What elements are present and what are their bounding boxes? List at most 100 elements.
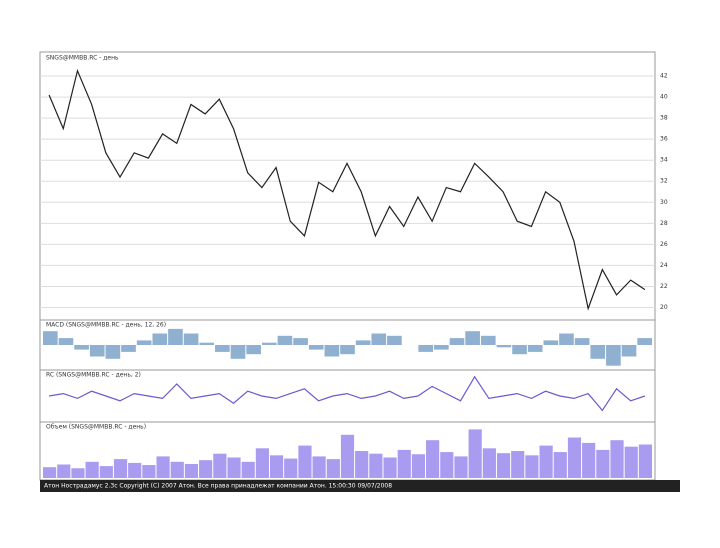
bar — [606, 345, 621, 366]
bar — [355, 451, 369, 478]
bar — [136, 340, 152, 345]
bar — [610, 440, 624, 478]
bar — [574, 338, 590, 345]
y-tick-label: 36 — [660, 136, 668, 143]
panel-title: SNGS@MMBB.RC - день — [46, 55, 119, 62]
bar — [85, 461, 99, 478]
bar — [480, 335, 496, 345]
y-tick-label: 28 — [660, 220, 668, 227]
bar — [340, 345, 355, 355]
bar — [170, 461, 184, 478]
bar — [326, 459, 340, 478]
y-tick-label: 42 — [660, 73, 668, 80]
bar — [121, 345, 136, 352]
bar — [340, 434, 355, 478]
bar — [511, 451, 525, 478]
y-tick-label: 20 — [660, 304, 668, 311]
bar — [183, 333, 199, 345]
bar — [58, 338, 74, 345]
bar — [397, 449, 411, 478]
bar — [215, 345, 230, 352]
bar — [308, 345, 324, 350]
bar — [426, 440, 440, 478]
bar — [418, 345, 434, 352]
panel-title: MACD (SNGS@MMBB.RC - день, 12, 26) — [46, 322, 166, 329]
bar — [142, 465, 156, 478]
bar — [227, 457, 241, 478]
bar — [269, 455, 284, 478]
y-tick-label: 26 — [660, 241, 668, 248]
bar — [255, 448, 269, 478]
bar — [261, 342, 277, 345]
bar — [105, 345, 121, 359]
bar — [465, 331, 480, 345]
bar — [527, 345, 543, 352]
bar — [99, 466, 113, 478]
bar — [355, 340, 371, 345]
bar — [156, 456, 170, 478]
bar — [468, 429, 482, 478]
bar — [43, 467, 57, 478]
bar — [387, 335, 402, 345]
bar — [434, 345, 449, 350]
bar — [71, 468, 85, 478]
bar — [440, 452, 454, 478]
bar — [74, 345, 89, 350]
bar — [482, 448, 496, 478]
bar — [638, 444, 652, 478]
bar — [496, 345, 512, 348]
bar — [89, 345, 105, 357]
bar — [559, 333, 574, 345]
bar — [590, 345, 606, 359]
bar — [624, 446, 638, 478]
bar — [567, 437, 582, 478]
bar — [637, 338, 652, 345]
y-tick-label: 34 — [660, 157, 668, 164]
chart-frame — [39, 51, 656, 481]
bar — [298, 445, 312, 478]
y-tick-label: 22 — [660, 283, 668, 290]
bar — [57, 464, 71, 478]
bar — [371, 333, 387, 345]
y-tick-label: 30 — [660, 199, 668, 206]
bar — [512, 345, 527, 355]
bar — [199, 460, 213, 478]
price-line — [48, 375, 646, 412]
bar — [312, 456, 326, 478]
bar — [543, 340, 559, 345]
bar — [369, 453, 383, 478]
bar — [496, 453, 511, 478]
bar — [553, 452, 567, 478]
y-tick-label: 40 — [660, 94, 668, 101]
bar — [199, 342, 215, 345]
y-tick-label: 38 — [660, 115, 668, 122]
panel-title: RC (SNGS@MMBB.RC - день, 2) — [46, 372, 141, 379]
price-line — [48, 68, 646, 311]
bar — [277, 335, 293, 345]
bar — [621, 345, 637, 357]
bar — [184, 463, 199, 478]
bar — [383, 457, 397, 478]
bar — [241, 461, 255, 478]
bar — [411, 454, 426, 478]
bar — [128, 462, 142, 478]
bar — [582, 442, 596, 478]
status-text: Атон Нострадамус 2.3c Copyright (C) 2007… — [44, 483, 392, 490]
panel-title: Объем (SNGS@MMBB.RC - день) — [46, 424, 146, 431]
bar — [43, 331, 58, 345]
bar — [246, 345, 261, 355]
bar — [230, 345, 246, 359]
status-bar — [40, 480, 680, 492]
bar — [213, 453, 227, 478]
bar — [539, 445, 553, 478]
bar — [293, 338, 308, 345]
y-tick-label: 32 — [660, 178, 668, 185]
bar — [324, 345, 340, 357]
bar — [525, 455, 539, 478]
bar — [596, 449, 610, 478]
bar — [152, 333, 168, 345]
bar — [113, 459, 128, 478]
bar — [284, 458, 298, 478]
y-tick-label: 24 — [660, 262, 668, 269]
